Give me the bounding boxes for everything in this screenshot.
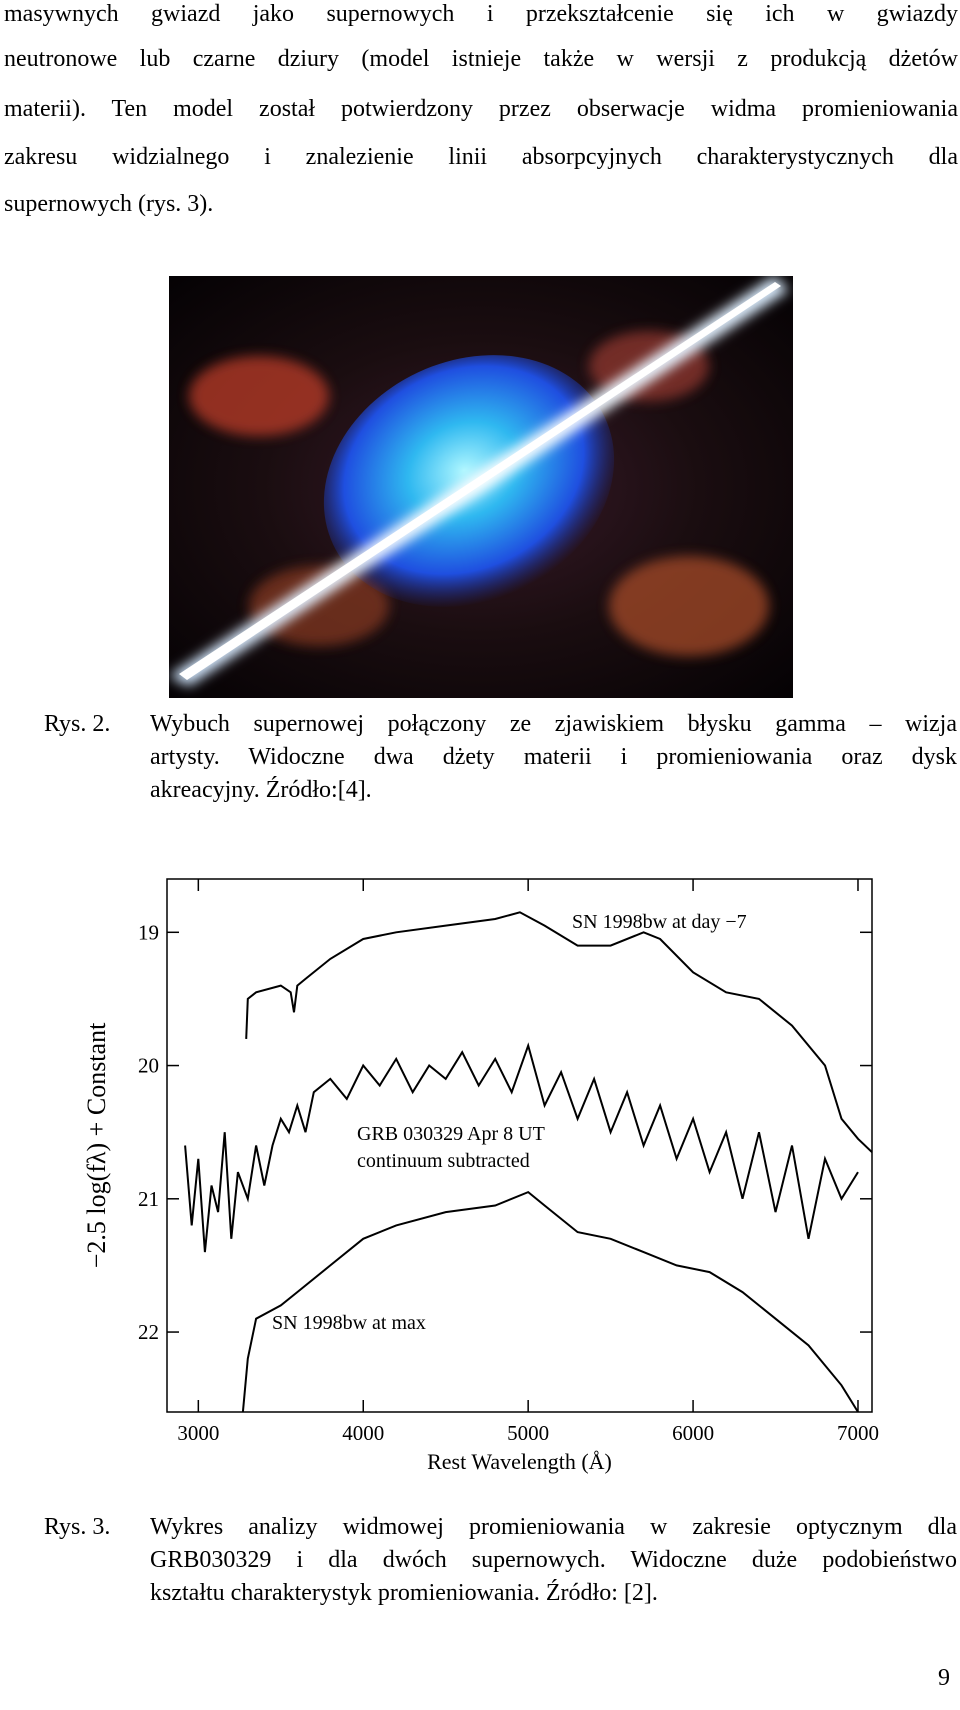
- page-number: 9: [938, 1665, 950, 1691]
- x-tick-label: 3000: [177, 1421, 219, 1445]
- y-tick-label: 19: [138, 920, 159, 944]
- spectrum-line: [184, 1042, 859, 1253]
- x-tick-label: 7000: [837, 1421, 879, 1445]
- annotation: continuum subtracted: [357, 1150, 530, 1172]
- plot-frame: [166, 878, 873, 1413]
- caption-line: GRB030329 i dla dwóch supernowych. Widoc…: [150, 1547, 957, 1573]
- figure-image: [169, 276, 793, 698]
- figure-label: Rys. 3.: [44, 1514, 111, 1540]
- caption-line: akreacyjny. Źródło:[4].: [150, 777, 372, 803]
- text-line: masywnych gwiazd jako supernowych i prze…: [4, 1, 958, 27]
- y-tick-label: 21: [138, 1187, 159, 1211]
- spectrum-line: [245, 911, 873, 1153]
- jet-core: [179, 282, 781, 680]
- y-tick-label: 22: [138, 1320, 159, 1344]
- chart: 19 20 21 22 3000 4000 5000 6000 7000 Rest Wavelen…: [82, 878, 879, 1474]
- caption-line: Wybuch supernowej połączony ze zjawiskie…: [150, 711, 957, 737]
- annotation: SN 1998bw at day −7: [572, 911, 747, 933]
- x-axis-label: Rest Wavelength (Å): [427, 1449, 612, 1474]
- caption-line: Wykres analizy widmowej promieniowania w…: [150, 1514, 957, 1540]
- y-tick-label: 20: [138, 1054, 159, 1078]
- text-line: supernowych (rys. 3).: [4, 191, 214, 217]
- x-tick-label: 6000: [672, 1421, 714, 1445]
- figure-label: Rys. 2.: [44, 711, 111, 737]
- annotation: SN 1998bw at max: [272, 1312, 426, 1334]
- text-line: zakresu widzialnego i znalezienie linii …: [4, 144, 958, 170]
- spectrum-line: [241, 1190, 859, 1413]
- x-tick-label: 5000: [507, 1421, 549, 1445]
- caption-line: artysty. Widoczne dwa dżety materii i pr…: [150, 744, 957, 770]
- text-line: materii). Ten model został potwierdzony …: [4, 96, 958, 122]
- y-axis-label: −2.5 log(fλ) + Constant: [82, 1022, 111, 1268]
- text-line: neutronowe lub czarne dziury (model istn…: [4, 46, 958, 72]
- annotation: GRB 030329 Apr 8 UT: [357, 1123, 545, 1145]
- caption-line: kształtu charakterystyk promieniowania. …: [150, 1580, 658, 1606]
- x-tick-label: 4000: [342, 1421, 384, 1445]
